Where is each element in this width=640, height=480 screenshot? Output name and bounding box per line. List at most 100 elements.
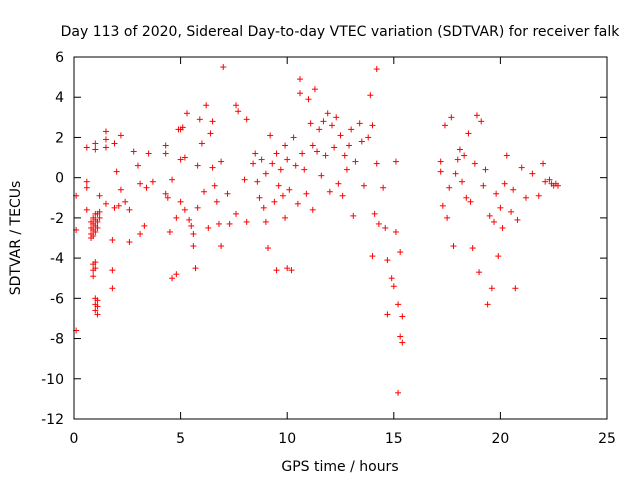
data-point xyxy=(296,76,303,83)
data-point xyxy=(117,132,124,139)
data-point xyxy=(94,297,101,304)
data-point xyxy=(109,267,116,274)
data-point xyxy=(134,162,141,169)
data-point xyxy=(373,66,380,73)
data-point xyxy=(277,166,284,173)
data-point xyxy=(271,198,278,205)
data-point xyxy=(471,160,478,167)
data-point xyxy=(209,118,216,125)
data-point xyxy=(252,150,259,157)
data-point xyxy=(243,116,250,123)
data-point xyxy=(369,122,376,129)
data-point xyxy=(111,204,118,211)
data-point xyxy=(83,206,90,213)
x-tick-label: 15 xyxy=(385,431,403,447)
x-tick-label: 10 xyxy=(278,431,296,447)
data-point xyxy=(260,204,267,211)
data-point xyxy=(192,265,199,272)
data-point xyxy=(256,194,263,201)
data-points xyxy=(73,64,561,396)
data-point xyxy=(303,190,310,197)
data-point xyxy=(92,228,99,235)
data-point xyxy=(495,253,502,260)
x-tick-label: 20 xyxy=(491,431,509,447)
axis-ticks: 0 5 10 15 20 25 -12 -10 -8 -6 -4 -2 0 2 4 6 xyxy=(41,50,616,447)
data-point xyxy=(392,228,399,235)
data-point xyxy=(437,158,444,165)
x-tick-label: 5 xyxy=(176,431,185,447)
data-point xyxy=(102,128,109,135)
data-point xyxy=(262,170,269,177)
data-point xyxy=(326,188,333,195)
data-point xyxy=(149,178,156,185)
data-point xyxy=(102,144,109,151)
data-point xyxy=(190,230,197,237)
y-tick-label: -10 xyxy=(41,372,64,388)
data-point xyxy=(365,134,372,141)
data-point xyxy=(220,64,227,71)
data-point xyxy=(314,148,321,155)
data-point xyxy=(288,267,295,274)
data-point xyxy=(102,200,109,207)
y-tick-label: -4 xyxy=(50,251,64,267)
data-point xyxy=(339,192,346,199)
data-point xyxy=(92,259,99,266)
data-point xyxy=(488,285,495,292)
data-point xyxy=(164,194,171,201)
data-point xyxy=(275,182,282,189)
data-point xyxy=(162,190,169,197)
data-point xyxy=(456,146,463,153)
data-point xyxy=(296,90,303,97)
plot-frame xyxy=(73,56,608,420)
data-point xyxy=(448,114,455,121)
data-point xyxy=(181,206,188,213)
data-point xyxy=(501,180,508,187)
data-point xyxy=(269,160,276,167)
data-point xyxy=(322,152,329,159)
data-point xyxy=(309,142,316,149)
data-point xyxy=(320,118,327,125)
data-point xyxy=(83,144,90,151)
data-point xyxy=(137,180,144,187)
data-point xyxy=(143,184,150,191)
data-point xyxy=(465,130,472,137)
data-point xyxy=(137,230,144,237)
data-point xyxy=(109,237,116,244)
data-point xyxy=(284,265,291,272)
data-point xyxy=(218,158,225,165)
data-point xyxy=(480,182,487,189)
data-point xyxy=(145,150,152,157)
data-point xyxy=(213,198,220,205)
data-point xyxy=(491,218,498,225)
data-point xyxy=(130,148,137,155)
data-point xyxy=(463,194,470,201)
data-point xyxy=(279,192,286,199)
data-point xyxy=(209,164,216,171)
data-point xyxy=(399,313,406,320)
data-point xyxy=(96,192,103,199)
data-point xyxy=(324,110,331,117)
data-point xyxy=(395,301,402,308)
data-point xyxy=(169,176,176,183)
data-point xyxy=(469,245,476,252)
data-point xyxy=(437,168,444,175)
data-point xyxy=(179,124,186,131)
data-point xyxy=(399,339,406,346)
data-point xyxy=(535,192,542,199)
data-point xyxy=(482,166,489,173)
data-point xyxy=(96,214,103,221)
data-point xyxy=(241,176,248,183)
data-point xyxy=(201,188,208,195)
y-tick-label: -6 xyxy=(50,291,64,307)
data-point xyxy=(356,120,363,127)
data-point xyxy=(371,210,378,217)
data-point xyxy=(397,333,404,340)
data-point xyxy=(518,164,525,171)
data-point xyxy=(369,253,376,260)
data-point xyxy=(486,212,493,219)
data-point xyxy=(382,224,389,231)
data-point xyxy=(305,96,312,103)
data-point xyxy=(198,140,205,147)
data-point xyxy=(299,150,306,157)
